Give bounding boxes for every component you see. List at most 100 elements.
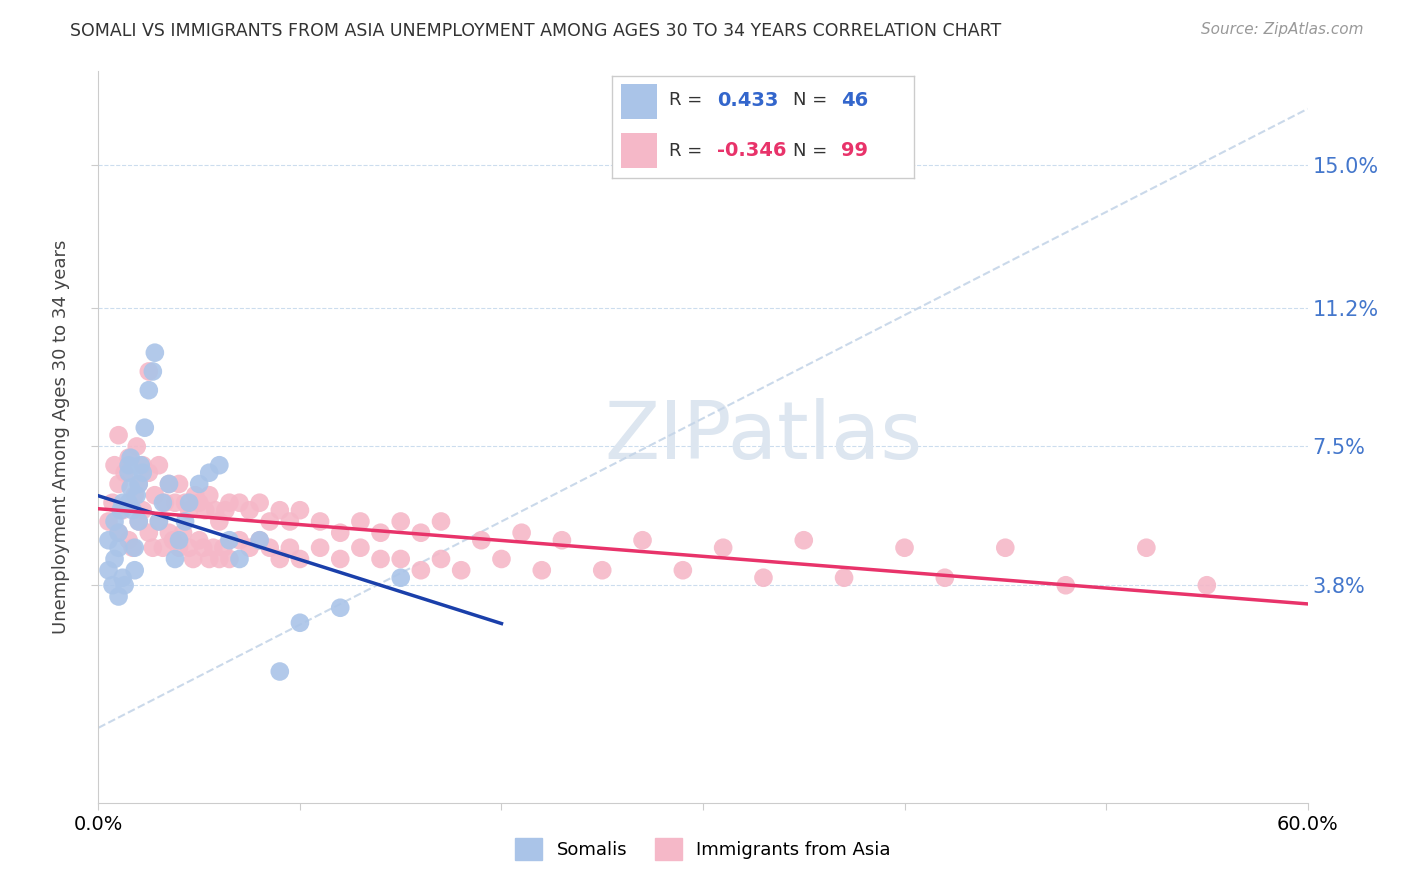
Point	[103, 552, 125, 566]
Point	[174, 496, 197, 510]
Point	[188, 496, 211, 510]
Point	[551, 533, 574, 548]
Point	[832, 571, 855, 585]
Point	[107, 525, 129, 540]
Point	[329, 525, 352, 540]
Point	[157, 477, 180, 491]
Point	[672, 563, 695, 577]
Point	[188, 533, 211, 548]
Legend: Somalis, Immigrants from Asia: Somalis, Immigrants from Asia	[508, 830, 898, 867]
Point	[107, 525, 129, 540]
Point	[198, 466, 221, 480]
Point	[120, 450, 142, 465]
Point	[188, 477, 211, 491]
Point	[212, 541, 235, 555]
Point	[631, 533, 654, 548]
Point	[1054, 578, 1077, 592]
Point	[218, 533, 240, 548]
Point	[409, 563, 432, 577]
Point	[389, 552, 412, 566]
Point	[138, 383, 160, 397]
Point	[167, 541, 190, 555]
Point	[111, 503, 134, 517]
FancyBboxPatch shape	[620, 84, 657, 119]
Point	[349, 541, 371, 555]
Point	[121, 541, 143, 555]
Point	[103, 515, 125, 529]
Point	[208, 515, 231, 529]
Point	[259, 541, 281, 555]
Point	[370, 525, 392, 540]
Text: ZIPatlas: ZIPatlas	[605, 398, 922, 476]
Point	[143, 488, 166, 502]
Point	[124, 541, 146, 555]
Point	[124, 563, 146, 577]
Point	[202, 541, 225, 555]
Point	[181, 552, 204, 566]
Point	[152, 541, 174, 555]
Point	[228, 552, 250, 566]
Point	[1135, 541, 1157, 555]
Point	[893, 541, 915, 555]
Point	[163, 496, 186, 510]
Point	[97, 563, 120, 577]
Point	[142, 541, 165, 555]
Point	[138, 525, 160, 540]
Point	[349, 515, 371, 529]
Point	[114, 578, 136, 592]
Point	[118, 466, 141, 480]
Point	[278, 541, 301, 555]
Point	[218, 496, 240, 510]
Point	[194, 503, 217, 517]
Point	[118, 458, 141, 473]
Point	[118, 496, 141, 510]
Point	[430, 515, 453, 529]
Point	[103, 458, 125, 473]
Point	[239, 541, 262, 555]
Point	[128, 515, 150, 529]
Point	[218, 552, 240, 566]
Point	[125, 488, 148, 502]
Point	[288, 615, 311, 630]
Point	[101, 496, 124, 510]
Point	[994, 541, 1017, 555]
Point	[288, 552, 311, 566]
Point	[143, 345, 166, 359]
Point	[198, 488, 221, 502]
Point	[184, 488, 207, 502]
Point	[148, 458, 170, 473]
Point	[174, 515, 197, 529]
Text: R =: R =	[669, 142, 709, 160]
Point	[107, 541, 129, 555]
Point	[132, 503, 155, 517]
FancyBboxPatch shape	[620, 133, 657, 168]
Point	[1195, 578, 1218, 592]
Point	[249, 533, 271, 548]
Point	[309, 515, 332, 529]
Point	[107, 590, 129, 604]
Point	[107, 477, 129, 491]
Point	[259, 515, 281, 529]
Point	[470, 533, 492, 548]
Point	[278, 515, 301, 529]
Point	[329, 552, 352, 566]
Point	[370, 552, 392, 566]
Point	[172, 525, 194, 540]
Point	[430, 552, 453, 566]
Point	[752, 571, 775, 585]
Point	[309, 541, 332, 555]
Text: N =: N =	[793, 142, 832, 160]
Point	[132, 458, 155, 473]
Point	[114, 466, 136, 480]
Point	[111, 496, 134, 510]
Point	[591, 563, 613, 577]
Point	[249, 533, 271, 548]
Point	[228, 496, 250, 510]
Point	[450, 563, 472, 577]
Point	[269, 665, 291, 679]
Point	[204, 503, 226, 517]
Point	[179, 541, 201, 555]
Point	[132, 466, 155, 480]
Point	[129, 458, 152, 473]
Point	[269, 503, 291, 517]
